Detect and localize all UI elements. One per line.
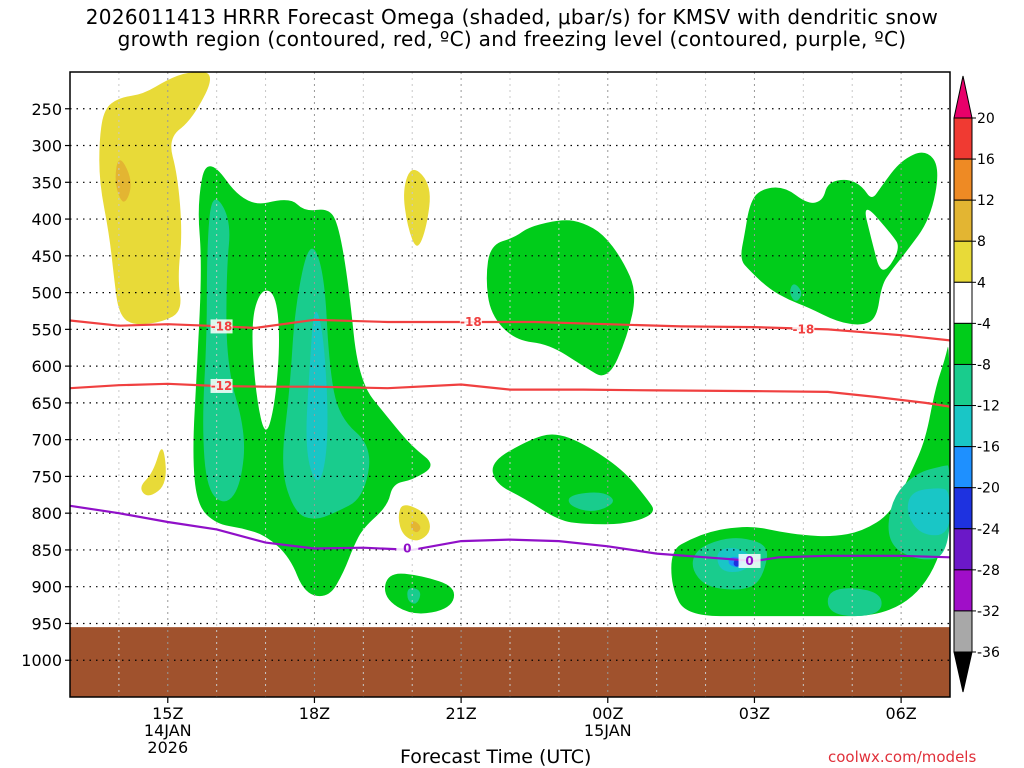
x-tick-label-15Z: 15Z [152,704,183,723]
omega-small-left [141,449,166,496]
freezing-level [70,504,950,563]
contour-labels: -18 -18 -18 -12 0 0 [210,315,815,568]
y-tick-label-350: 350 [31,173,62,192]
isotherm-minus-18-label-bg-1 [459,315,482,329]
y-tick-label-250: 250 [31,100,62,119]
isotherm-minus-18-label-bg-0 [210,319,233,334]
colorbar-swatch-20 [953,117,973,160]
y-tick-label-1000: 1000 [21,651,62,670]
isotherm-minus-12 [70,382,950,408]
colorbar-swatch-12 [953,199,973,242]
colorbar-top-arrow [953,75,973,119]
colorbar: 20 16 12 8 4 -4 -8 -12 -16 -20 -24 -28 -32 -36 [953,75,1000,693]
y-tick-label-750: 750 [31,467,62,486]
descent-column-a-core [306,311,328,481]
descent-low-small-core [407,588,421,604]
isotherm-minus-12-label-0: -12 [211,379,233,393]
descent-bottom-strip [827,588,882,617]
isotherm-minus-18-label-2: -18 [792,322,814,336]
colorbar-swatch--8 [953,363,973,407]
x-tick-label-21Z: 21Z [445,704,476,723]
x-tick-sublabel-2026: 2026 [147,738,188,757]
colorbar-label-12: 12 [977,193,995,209]
colorbar-label-4: 4 [977,275,986,291]
colorbar-swatch--28 [953,569,973,612]
chart-title-line2: growth region (contoured, red, ºC) and f… [117,27,907,51]
colorbar-swatch--4 [953,322,973,365]
y-tick-label-950: 950 [31,614,62,633]
ascent-left-core [115,160,131,202]
isotherm-minus-18-label-1: -18 [460,315,482,329]
freezing-level-label-bg-1 [738,553,761,568]
y-tick-label-850: 850 [31,541,62,560]
y-tick-label-650: 650 [31,394,62,413]
credit-link[interactable]: coolwx.com/models [828,748,977,766]
y-tick-label-300: 300 [31,137,62,156]
freezing-level-label-bg-0 [396,541,419,556]
colorbar-label-20: 20 [977,111,995,127]
colorbar-label--20: -20 [977,481,1000,497]
colorbar-label--4: -4 [977,316,991,332]
colorbar-swatch-16 [953,158,973,201]
colorbar-label--8: -8 [977,357,991,373]
descent-lower-right-core3 [733,559,740,567]
y-tick-label-600: 600 [31,357,62,376]
y-tick-label-450: 450 [31,247,62,266]
x-tick-label-00Z: 00Z [592,704,623,723]
freezing-level-label-1: 0 [745,554,753,568]
colorbar-swatch-8 [953,240,973,283]
x-tick-label-06Z: 06Z [885,704,916,723]
ascent-left-column [99,72,211,325]
x-tick-label-18Z: 18Z [299,704,330,723]
x-axis-label: Forecast Time (UTC) [400,746,592,768]
x-tick-label-03Z: 03Z [739,704,770,723]
colorbar-label--12: -12 [977,399,1000,415]
plot-frame [69,71,951,698]
y-tick-label-900: 900 [31,578,62,597]
chart-title-line1: 2026011413 HRRR Forecast Omega (shaded, … [85,5,939,29]
colorbar-swatch--32 [953,610,973,653]
colorbar-label-8: 8 [977,234,986,250]
colorbar-swatch--12 [953,405,973,448]
descent-far-right-lower-core [907,488,950,536]
x-tick-sublabel-15JAN: 15JAN [584,721,632,740]
colorbar-label--24: -24 [977,522,1000,538]
colorbar-label--28: -28 [977,563,1000,579]
y-tick-label-700: 700 [31,431,62,450]
colorbar-label--32: -32 [977,604,1000,620]
omega-shading [99,72,950,617]
omega-low-blob-core [410,521,421,533]
isotherm-minus-18-label-bg-2 [792,322,815,337]
colorbar-bottom-arrow [953,651,973,693]
colorbar-swatch--20 [953,487,973,530]
chart-title: 2026011413 HRRR Forecast Omega (shaded, … [0,6,1024,50]
omega-mid-plume [404,169,430,246]
colorbar-swatch--24 [953,528,973,571]
y-tick-label-400: 400 [31,210,62,229]
descent-upper-right-core [790,284,802,301]
descent-upper-right-notch [865,209,898,270]
colorbar-swatch-4 [953,281,973,324]
colorbar-swatch--16 [953,446,973,489]
colorbar-label--36: -36 [977,645,1000,661]
isotherm-minus-18-label-0: -18 [211,319,233,333]
y-axis: 250 300 350 400 450 500 550 600 650 700 750 800 850 9… [21,100,70,670]
descent-column-a-inner-left [203,199,245,502]
colorbar-label-16: 16 [977,152,995,168]
colorbar-label--16: -16 [977,440,1000,456]
descent-mid-right [486,220,635,376]
y-tick-label-500: 500 [31,284,62,303]
x-tick-sublabel-14JAN: 14JAN [144,721,192,740]
freezing-level-label-0: 0 [403,541,411,555]
y-tick-label-550: 550 [31,320,62,339]
descent-center [492,434,654,525]
y-tick-label-800: 800 [31,504,62,523]
isotherm-minus-12-label-bg-0 [210,378,233,393]
descent-upper-right [741,152,938,325]
descent-center-core [568,492,613,511]
